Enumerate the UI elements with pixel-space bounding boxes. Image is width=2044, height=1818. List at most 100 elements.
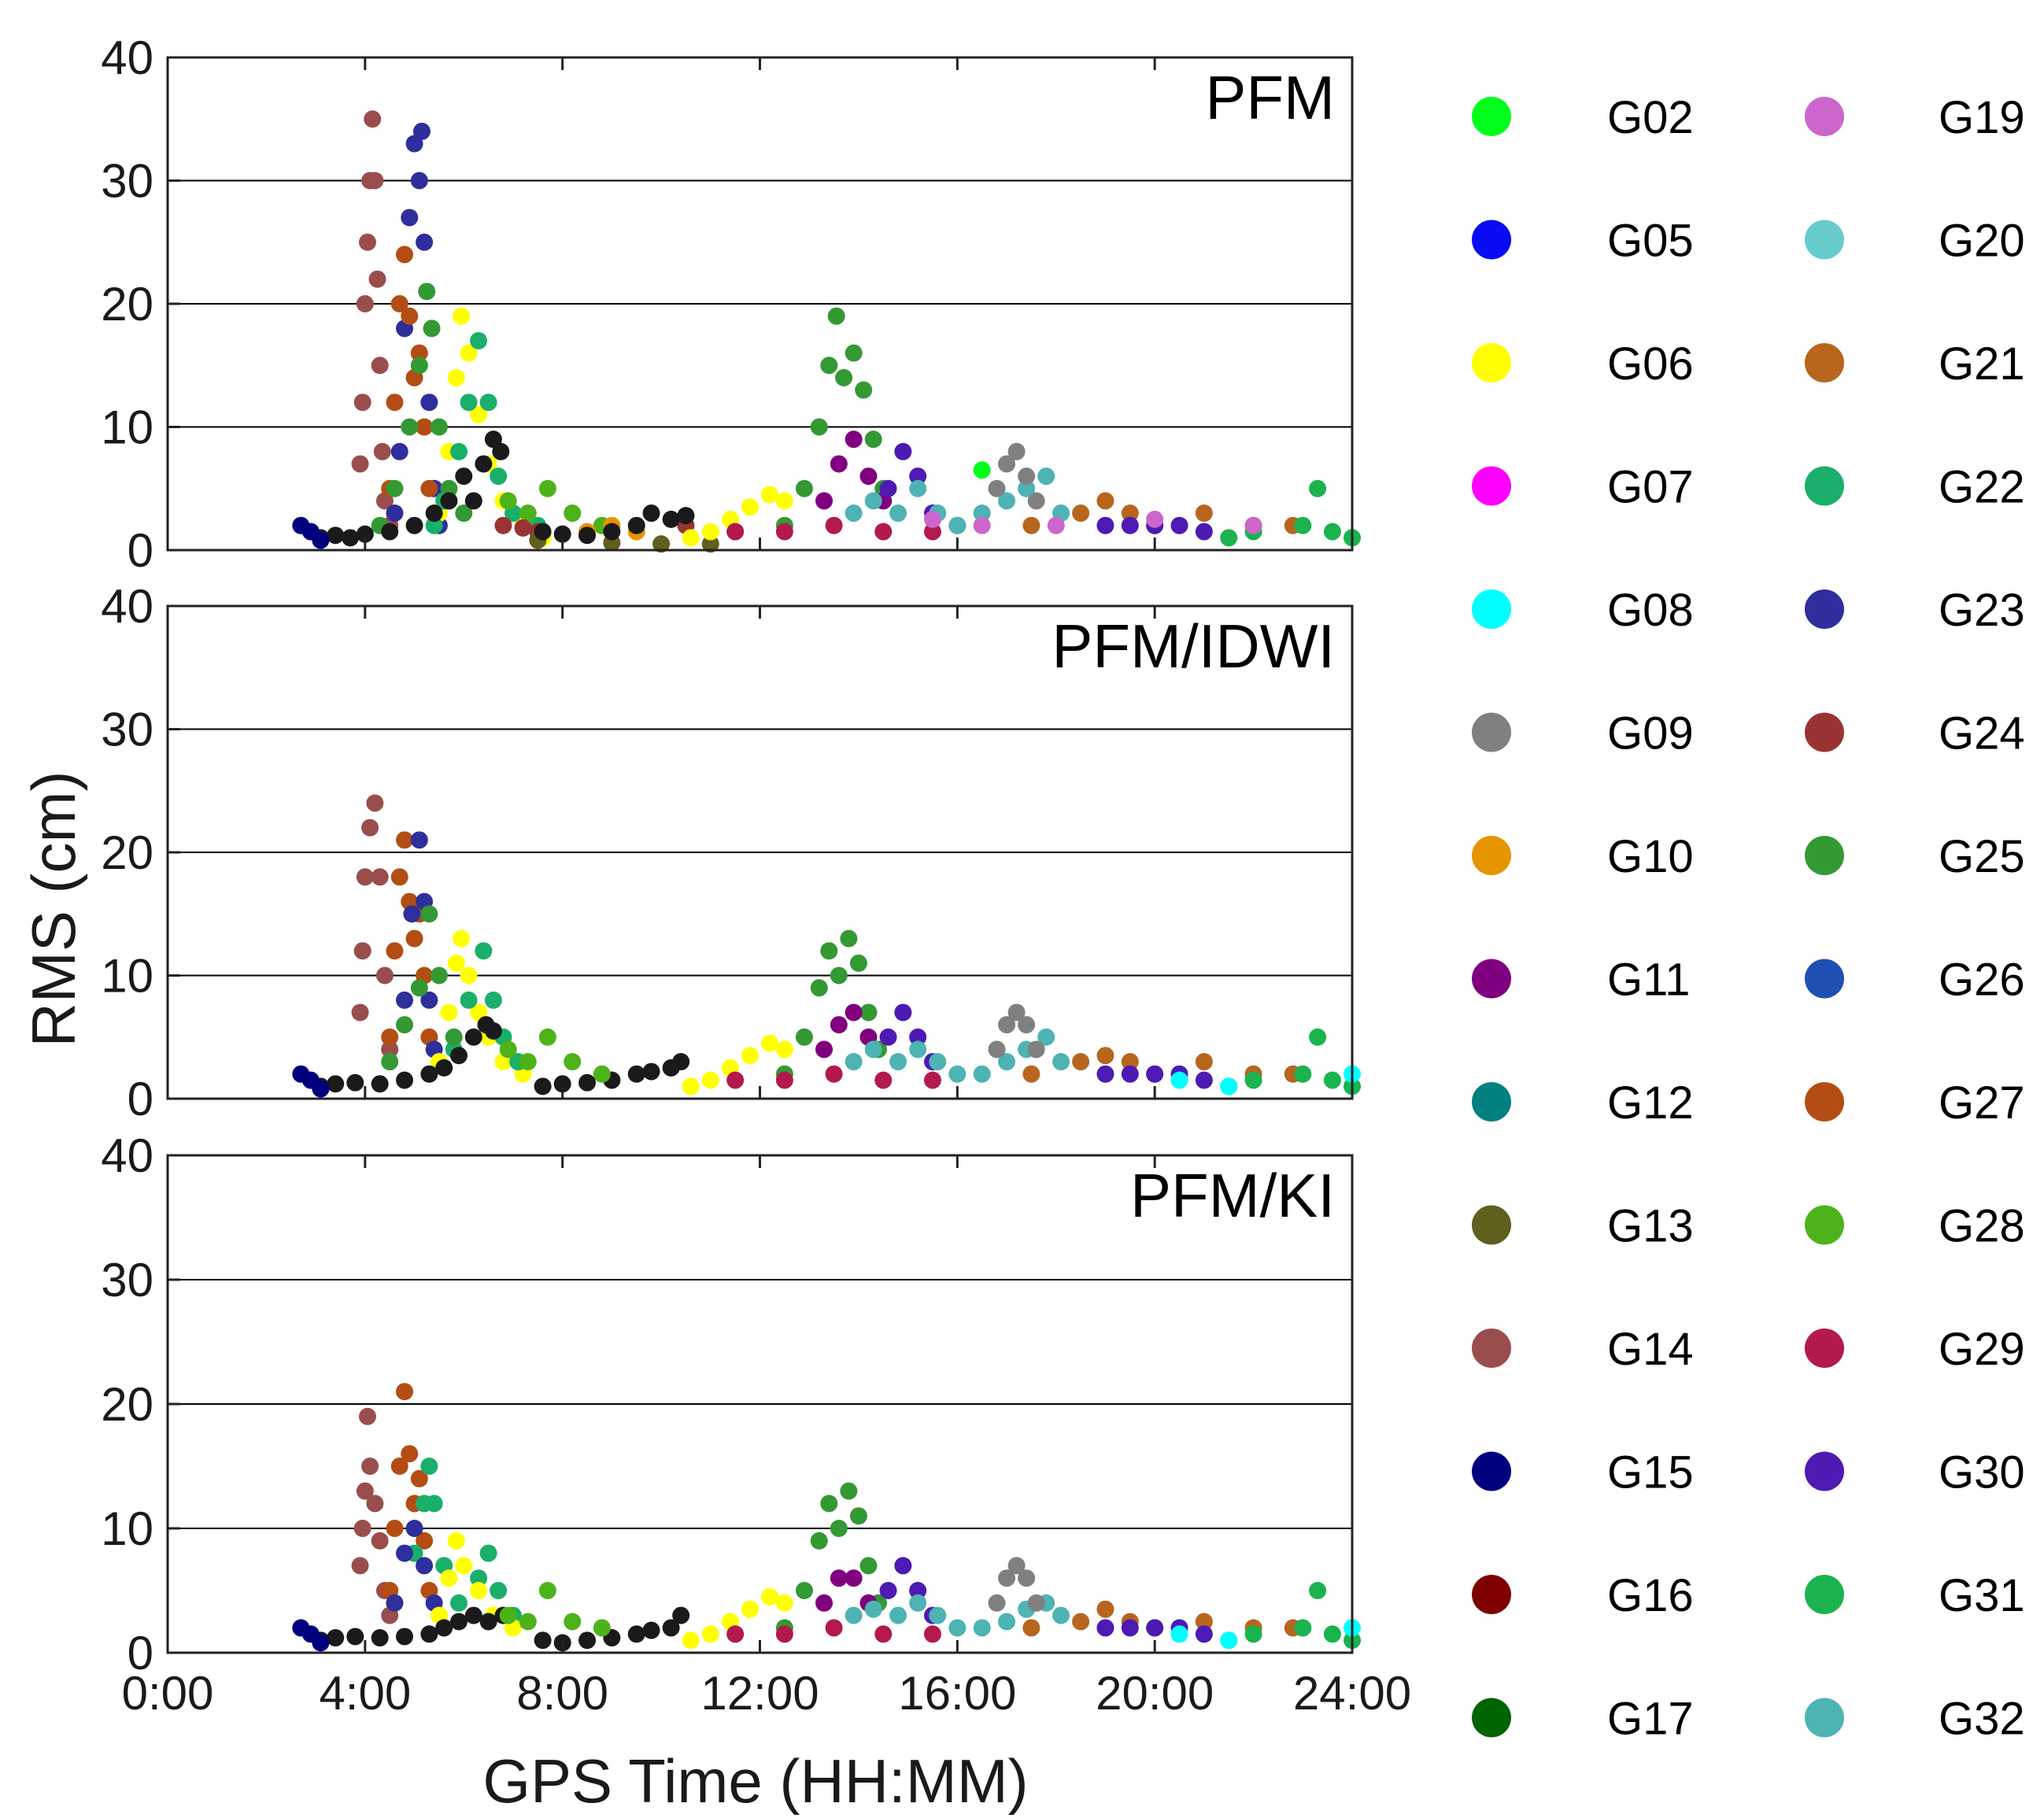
x-tick-label: 24:00 <box>1293 1667 1411 1720</box>
data-point-g25 <box>430 418 448 436</box>
x-tick-label: 8:00 <box>516 1667 608 1720</box>
data-point-g09 <box>1007 1557 1026 1575</box>
data-point-g11 <box>845 430 863 449</box>
data-point-g25 <box>810 1532 828 1550</box>
data-point-g25 <box>855 381 873 399</box>
legend-item-g28: G28 <box>1805 1201 2025 1252</box>
data-point-g06 <box>447 1532 465 1550</box>
data-point-g30 <box>909 467 927 486</box>
data-point-g31 <box>1323 523 1341 541</box>
data-point-g28 <box>593 1065 611 1083</box>
data-point-g25 <box>827 307 845 325</box>
data-point-g14 <box>351 455 369 473</box>
data-point-g25 <box>410 357 428 375</box>
legend-marker <box>1472 959 1511 999</box>
data-point-g11 <box>815 1594 833 1612</box>
data-point-g06 <box>701 1625 719 1643</box>
data-point-g21 <box>1072 1613 1090 1631</box>
data-point-g09 <box>1018 1016 1036 1034</box>
data-point-g22 <box>425 1495 443 1513</box>
data-point-g21 <box>1072 1053 1090 1071</box>
data-point-g02 <box>973 461 991 479</box>
data-point-g25 <box>840 929 858 948</box>
data-point-g06 <box>761 1587 779 1606</box>
data-point-g31 <box>1309 479 1327 497</box>
legend-item-g16: G16 <box>1472 1570 1694 1621</box>
legend-marker <box>1805 589 1844 629</box>
data-point-g32 <box>948 1065 967 1083</box>
data-point-g11 <box>830 1569 848 1587</box>
data-point-g31 <box>1309 1582 1327 1599</box>
data-point-g32 <box>864 1600 882 1618</box>
data-point-g30 <box>1096 1619 1114 1637</box>
data-point-g25 <box>864 430 882 449</box>
data-point-g27 <box>410 1469 428 1487</box>
data-point-g09 <box>1007 442 1026 460</box>
data-point-black <box>627 1065 645 1083</box>
data-point-g06 <box>761 1034 779 1052</box>
legend-marker <box>1472 1698 1511 1738</box>
data-point-g30 <box>894 1557 912 1575</box>
legend-label: G19 <box>1939 92 2025 143</box>
data-point-g19 <box>1244 516 1262 534</box>
data-point-g14 <box>361 818 379 837</box>
legend-item-g08: G08 <box>1472 585 1694 636</box>
data-point-g29 <box>874 1071 893 1089</box>
data-point-g30 <box>1121 1065 1139 1083</box>
y-tick-label: 10 <box>101 401 153 454</box>
data-point-g25 <box>410 979 428 997</box>
data-point-black <box>672 1053 690 1071</box>
legend-label: G24 <box>1939 708 2025 759</box>
data-point-g27 <box>386 942 404 960</box>
data-point-g29 <box>775 523 793 541</box>
data-point-g22 <box>490 467 508 486</box>
data-point-g32 <box>845 1606 863 1624</box>
data-point-g14 <box>371 357 389 375</box>
data-point-g25 <box>423 320 441 338</box>
x-tick-label: 16:00 <box>898 1667 1016 1720</box>
data-point-g25 <box>795 1582 813 1599</box>
panel-title: PFM/IDWI <box>1052 612 1335 681</box>
data-point-g11 <box>845 1003 863 1022</box>
data-point-g27 <box>420 479 438 497</box>
data-point-g27 <box>416 418 434 436</box>
data-point-g06 <box>470 405 488 423</box>
data-point-g09 <box>988 1040 1006 1059</box>
data-point-g23 <box>416 1557 434 1575</box>
legend-item-g12: G12 <box>1472 1077 1694 1129</box>
data-point-g21 <box>1121 504 1139 523</box>
data-point-g29 <box>923 523 941 541</box>
data-point-g25 <box>445 1028 463 1046</box>
data-point-g13 <box>701 535 719 553</box>
data-point-g32 <box>948 1619 967 1637</box>
data-point-black <box>553 1075 571 1093</box>
data-point-g29 <box>726 1625 745 1643</box>
data-point-g23 <box>420 394 438 412</box>
data-point-g28 <box>593 1619 611 1637</box>
data-point-g06 <box>775 1594 793 1612</box>
legend-marker <box>1805 836 1844 875</box>
data-point-g11 <box>815 492 833 510</box>
legend-label: G23 <box>1939 585 2025 636</box>
data-point-black <box>484 1022 502 1040</box>
data-point-g14 <box>375 966 394 985</box>
legend-marker <box>1805 1698 1844 1738</box>
data-point-g14 <box>351 1003 369 1022</box>
legend-item-g26: G26 <box>1805 955 2025 1006</box>
data-point-g32 <box>909 479 927 497</box>
data-point-black <box>578 1631 597 1650</box>
legend-marker <box>1472 712 1511 752</box>
data-point-g22 <box>420 1458 438 1475</box>
legend-marker <box>1472 1451 1511 1491</box>
data-point-g21 <box>1195 1053 1213 1071</box>
data-point-g32 <box>864 1040 882 1059</box>
data-point-g23 <box>396 1544 413 1562</box>
data-point-g28 <box>538 1582 556 1599</box>
legend-marker <box>1805 1328 1844 1368</box>
data-point-g21 <box>1096 1047 1114 1065</box>
data-point-black <box>642 1621 660 1639</box>
data-point-black <box>396 1628 413 1646</box>
legend-marker <box>1472 220 1511 260</box>
data-point-g23 <box>386 1594 404 1612</box>
data-point-g21 <box>1195 1613 1213 1631</box>
